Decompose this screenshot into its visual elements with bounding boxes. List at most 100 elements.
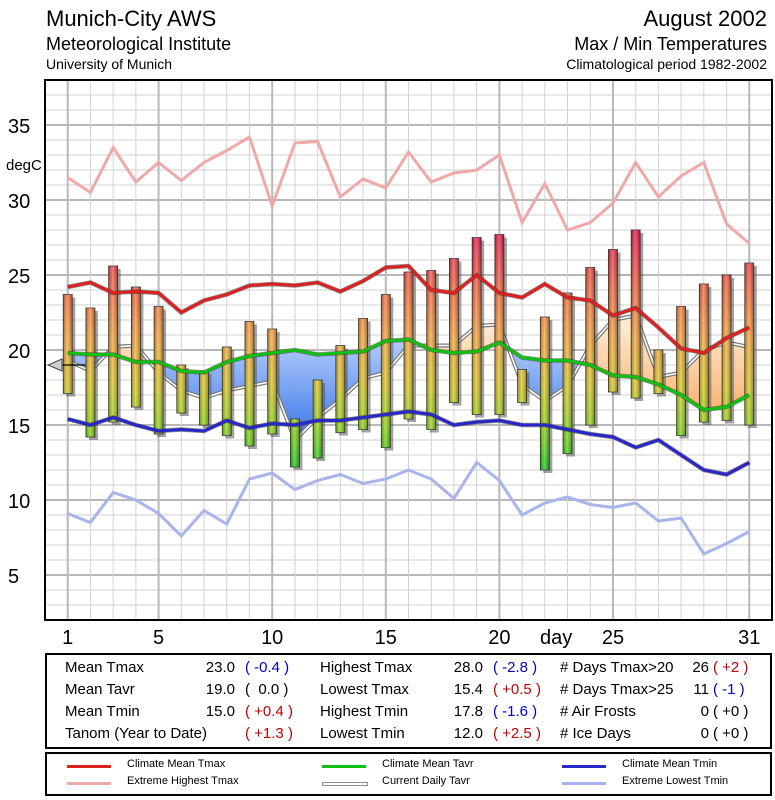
stat-anomaly: ( -0.4 )	[245, 659, 290, 676]
x-tick-label: 5	[153, 627, 164, 649]
stat-value: 0	[700, 725, 709, 742]
x-tick-label: 1	[62, 627, 73, 649]
y-tick-label: 30	[8, 191, 30, 213]
climatology-period: Climatological period 1982-2002	[566, 56, 767, 72]
bar-highlight	[108, 266, 118, 422]
bar-highlight	[563, 293, 573, 454]
stat-value: 0	[700, 703, 709, 720]
legend-swatch-extreme-highest-tmax	[67, 782, 111, 785]
stat-value: 15.4	[453, 681, 483, 698]
extreme-lowest-tmin-line	[67, 460, 751, 556]
stat-value: 12.0	[453, 725, 483, 742]
y-tick-label: 10	[8, 491, 30, 513]
y-tick-label: 15	[8, 416, 30, 438]
bar-highlight	[381, 294, 391, 448]
bar-highlight	[244, 321, 254, 446]
bar-highlight	[631, 230, 641, 398]
legend-label-climate-mean-tavr: Climate Mean Tavr	[382, 758, 474, 770]
stat-label: Tanom (Year to Date)	[65, 725, 208, 742]
stat-label: Mean Tmin	[65, 703, 140, 720]
bar-highlight	[358, 318, 368, 430]
stat-label: Lowest Tmax	[320, 681, 409, 698]
stat-label: # Days Tmax>25	[560, 681, 674, 698]
bar-highlight	[676, 306, 686, 436]
x-axis-label: day	[540, 627, 572, 649]
bar-highlight	[290, 419, 300, 467]
stat-anomaly: ( 0.0 )	[245, 681, 289, 698]
stat-anomaly: ( +2 )	[713, 659, 749, 676]
y-axis-label: degC	[6, 157, 42, 174]
period-title: August 2002	[643, 6, 767, 31]
climate-mean-tmax-line	[67, 264, 750, 355]
stat-label: # Ice Days	[560, 725, 631, 742]
x-tick-label: 31	[738, 627, 760, 649]
bar-highlight	[176, 365, 186, 413]
stat-anomaly: ( +1.3 )	[245, 725, 293, 742]
stat-label: Highest Tmin	[320, 703, 409, 720]
legend-label-climate-mean-tmin: Climate Mean Tmin	[622, 758, 718, 770]
tanom-marker-arrow	[46, 358, 63, 372]
bar-highlight	[222, 347, 232, 436]
stat-value: 11	[693, 681, 709, 698]
legend-swatch-climate-mean-tmax	[67, 765, 111, 768]
bar-highlight	[540, 317, 550, 470]
bar-highlight	[722, 275, 732, 421]
legend-swatch-climate-mean-tmin	[562, 765, 606, 768]
bar-highlight	[63, 294, 73, 394]
legend: Climate Mean Tmax Extreme Highest Tmax C…	[45, 752, 772, 796]
y-tick-label: 20	[8, 341, 30, 363]
stat-value: 28.0	[453, 659, 483, 676]
plot-border	[44, 79, 773, 621]
bar-highlight	[585, 267, 595, 425]
bar-highlight	[744, 263, 754, 425]
stat-label: Mean Tavr	[65, 681, 135, 698]
bar-highlight	[608, 249, 618, 392]
bar-highlight	[85, 308, 95, 437]
statistics-panel: Mean Tmax 23.0 ( -0.4 ) Mean Tavr 19.0 ( 0.0 …	[45, 653, 772, 749]
extreme-highest-tmax-line	[66, 134, 751, 245]
legend-swatch-climate-mean-tavr	[322, 765, 366, 768]
institute-name: Meteorological Institute	[46, 34, 232, 54]
y-tick-label: 35	[8, 116, 30, 138]
station-title: Munich-City AWS	[46, 6, 217, 31]
stat-anomaly: ( +0.4 )	[245, 703, 293, 720]
stat-label: Lowest Tmin	[320, 725, 405, 742]
x-tick-label: 20	[488, 627, 510, 649]
bar-highlight	[494, 234, 504, 415]
stat-anomaly: ( -2.8 )	[493, 659, 538, 676]
bar-highlight	[449, 258, 459, 403]
bar-highlight	[404, 272, 413, 419]
stat-label: Mean Tmax	[65, 659, 144, 676]
bar-highlight	[154, 306, 164, 434]
legend-label-extreme-lowest-tmin: Extreme Lowest Tmin	[622, 775, 729, 787]
legend-swatch-current-daily-tavr	[322, 782, 368, 786]
stat-value: 17.8	[453, 703, 483, 720]
legend-label-climate-mean-tmax: Climate Mean Tmax	[127, 758, 226, 770]
stat-label: # Days Tmax>20	[560, 659, 674, 676]
stat-anomaly: ( +2.5 )	[493, 725, 541, 742]
university-name: University of Munich	[46, 56, 173, 72]
x-tick-label: 10	[261, 627, 283, 649]
legend-label-extreme-highest-tmax: Extreme Highest Tmax	[127, 775, 239, 787]
stat-value: 15.0	[205, 703, 235, 720]
legend-label-current-daily-tavr: Current Daily Tavr	[382, 775, 470, 787]
bar-highlight	[335, 345, 345, 433]
stat-label: Highest Tmax	[320, 659, 413, 676]
stat-label: # Air Frosts	[560, 703, 636, 720]
stat-value: 26	[692, 659, 709, 676]
bar-highlight	[653, 350, 663, 394]
bar-highlight	[472, 237, 482, 415]
y-tick-label: 25	[8, 266, 30, 288]
stat-anomaly: ( +0.5 )	[493, 681, 541, 698]
chart-subtitle: Max / Min Temperatures	[574, 34, 767, 54]
x-tick-label: 25	[602, 627, 624, 649]
x-tick-label: 15	[375, 627, 397, 649]
climate-mean-tmin-line	[67, 409, 751, 477]
bar-highlight	[131, 287, 141, 407]
stat-anomaly: ( +0 )	[713, 725, 749, 742]
climate-mean-tavr-line	[67, 337, 751, 412]
y-tick-label: 5	[8, 566, 19, 588]
stat-value: 19.0	[205, 681, 235, 698]
bar-highlight	[267, 329, 277, 434]
